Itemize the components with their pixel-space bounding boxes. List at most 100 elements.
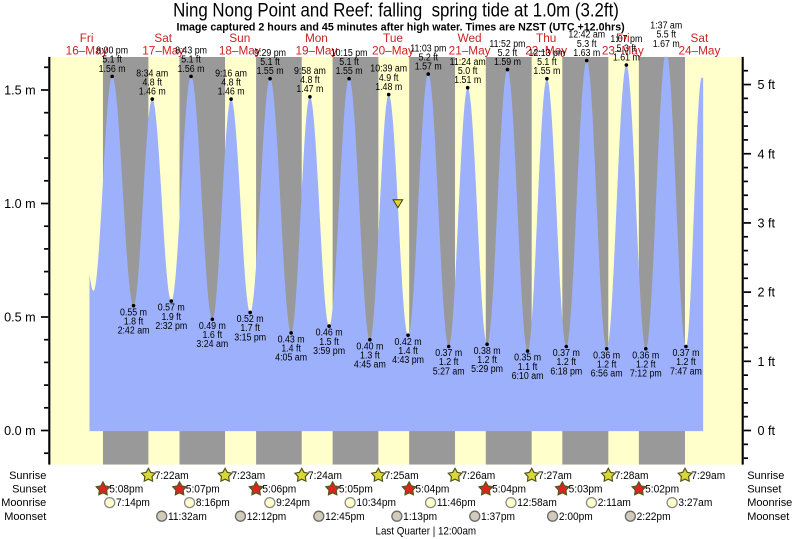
svg-text:24–May: 24–May — [678, 43, 721, 57]
svg-text:6:18 pm: 6:18 pm — [550, 366, 582, 377]
svg-text:7:47 am: 7:47 am — [670, 366, 702, 377]
svg-text:1.55 m: 1.55 m — [336, 66, 363, 77]
svg-text:0.37 m: 0.37 m — [435, 348, 462, 359]
svg-text:1.2 ft: 1.2 ft — [676, 357, 696, 368]
svg-text:7:22am: 7:22am — [155, 470, 189, 482]
svg-text:1.4 ft: 1.4 ft — [398, 346, 418, 357]
svg-text:1.1 ft: 1.1 ft — [518, 362, 538, 373]
svg-text:5:06pm: 5:06pm — [262, 484, 296, 496]
svg-text:Sat: Sat — [154, 31, 172, 45]
svg-text:6:10 am: 6:10 am — [512, 371, 544, 382]
svg-text:0.0 m: 0.0 m — [4, 424, 36, 438]
svg-text:2:00pm: 2:00pm — [559, 511, 593, 523]
svg-text:9:16 am: 9:16 am — [215, 68, 247, 79]
svg-text:2:22pm: 2:22pm — [637, 511, 671, 523]
svg-text:16–May: 16–May — [66, 43, 109, 57]
svg-text:1.59 m: 1.59 m — [494, 57, 521, 68]
svg-text:12:45pm: 12:45pm — [325, 511, 365, 523]
svg-text:1:37 am: 1:37 am — [650, 21, 682, 32]
svg-text:1.55 m: 1.55 m — [257, 66, 284, 77]
svg-text:1.57 m: 1.57 m — [415, 62, 442, 73]
svg-text:5 ft: 5 ft — [758, 78, 776, 92]
svg-text:5:04pm: 5:04pm — [415, 484, 449, 496]
svg-text:Wed: Wed — [458, 31, 482, 45]
svg-text:5:27 am: 5:27 am — [433, 366, 465, 377]
svg-text:5.1 ft: 5.1 ft — [102, 55, 122, 66]
svg-text:5.3 ft: 5.3 ft — [577, 39, 597, 50]
svg-text:1.67 m: 1.67 m — [653, 39, 680, 50]
svg-text:Mon: Mon — [305, 31, 328, 45]
svg-text:4.9 ft: 4.9 ft — [379, 73, 399, 84]
svg-text:4.8 ft: 4.8 ft — [300, 75, 320, 86]
svg-text:1.0 m: 1.0 m — [4, 197, 36, 211]
svg-text:Sunset: Sunset — [12, 484, 47, 496]
svg-text:0.46 m: 0.46 m — [316, 328, 343, 339]
svg-text:0.57 m: 0.57 m — [158, 303, 185, 314]
svg-text:2:32 pm: 2:32 pm — [155, 321, 187, 332]
svg-text:3:27am: 3:27am — [678, 497, 712, 509]
svg-text:1.5 m: 1.5 m — [4, 84, 36, 98]
svg-text:Sat: Sat — [691, 31, 709, 45]
svg-text:12:58am: 12:58am — [517, 497, 557, 509]
svg-text:21–May: 21–May — [449, 43, 492, 57]
svg-text:Moonrise: Moonrise — [747, 497, 792, 509]
svg-text:4.8 ft: 4.8 ft — [142, 77, 162, 88]
svg-text:1.61 m: 1.61 m — [613, 52, 640, 63]
svg-text:10:34pm: 10:34pm — [356, 497, 396, 509]
svg-text:10:39 am: 10:39 am — [370, 64, 407, 75]
svg-text:5:07pm: 5:07pm — [186, 484, 220, 496]
svg-text:5.2 ft: 5.2 ft — [418, 52, 438, 63]
svg-text:1.2 ft: 1.2 ft — [557, 357, 577, 368]
svg-text:18–May: 18–May — [219, 43, 262, 57]
svg-text:7:26am: 7:26am — [461, 470, 495, 482]
svg-text:0.36 m: 0.36 m — [593, 350, 620, 361]
svg-text:3:15 pm: 3:15 pm — [234, 332, 266, 343]
svg-text:12:12pm: 12:12pm — [247, 511, 286, 523]
svg-text:1.5 ft: 1.5 ft — [319, 337, 339, 348]
svg-text:Sun: Sun — [229, 31, 250, 45]
svg-text:0.38 m: 0.38 m — [474, 346, 501, 357]
svg-text:Sunrise: Sunrise — [747, 470, 784, 482]
svg-text:Moonset: Moonset — [747, 511, 790, 523]
svg-text:7:29am: 7:29am — [691, 470, 725, 482]
svg-text:5:04pm: 5:04pm — [492, 484, 526, 496]
svg-text:1 ft: 1 ft — [758, 355, 776, 369]
svg-text:0.55 m: 0.55 m — [120, 307, 147, 318]
svg-text:7:27am: 7:27am — [538, 470, 572, 482]
svg-text:5.2 ft: 5.2 ft — [498, 48, 518, 59]
svg-text:0.43 m: 0.43 m — [278, 334, 305, 345]
svg-text:4:45 am: 4:45 am — [354, 360, 386, 371]
svg-text:5:08pm: 5:08pm — [109, 484, 143, 496]
svg-text:11:32am: 11:32am — [168, 511, 207, 523]
svg-text:17–May: 17–May — [142, 43, 185, 57]
svg-text:7:23am: 7:23am — [231, 470, 265, 482]
svg-text:0 ft: 0 ft — [758, 424, 776, 438]
svg-text:8:43 pm: 8:43 pm — [175, 46, 207, 57]
svg-text:Moonset: Moonset — [4, 511, 47, 523]
svg-text:Sunset: Sunset — [747, 484, 782, 496]
svg-text:1.2 ft: 1.2 ft — [439, 357, 459, 368]
svg-text:1.63 m: 1.63 m — [573, 48, 600, 59]
svg-text:1.47 m: 1.47 m — [296, 84, 323, 95]
svg-text:Thu: Thu — [536, 31, 556, 45]
svg-text:4 ft: 4 ft — [758, 147, 776, 161]
svg-text:1:07 pm: 1:07 pm — [610, 34, 642, 45]
svg-text:11:24 am: 11:24 am — [450, 57, 486, 68]
svg-text:0.42 m: 0.42 m — [395, 337, 422, 348]
svg-text:Last Quarter | 12:00am: Last Quarter | 12:00am — [376, 526, 477, 538]
svg-text:1.6 ft: 1.6 ft — [203, 330, 223, 341]
svg-text:1.2 ft: 1.2 ft — [636, 359, 656, 370]
svg-text:7:12 pm: 7:12 pm — [630, 369, 662, 380]
svg-text:Moonrise: Moonrise — [1, 497, 46, 509]
svg-text:1.55 m: 1.55 m — [533, 66, 560, 77]
svg-text:11:52 pm: 11:52 pm — [489, 39, 525, 50]
svg-text:0.37 m: 0.37 m — [553, 348, 580, 359]
svg-text:1.51 m: 1.51 m — [454, 75, 481, 86]
svg-text:0.40 m: 0.40 m — [356, 341, 383, 352]
svg-text:1.46 m: 1.46 m — [218, 86, 245, 97]
svg-text:20–May: 20–May — [372, 43, 415, 57]
svg-text:12:13 pm: 12:13 pm — [528, 48, 565, 59]
svg-text:9:24pm: 9:24pm — [276, 497, 310, 509]
svg-text:1:13pm: 1:13pm — [403, 511, 437, 523]
svg-text:5.1 ft: 5.1 ft — [260, 57, 280, 68]
